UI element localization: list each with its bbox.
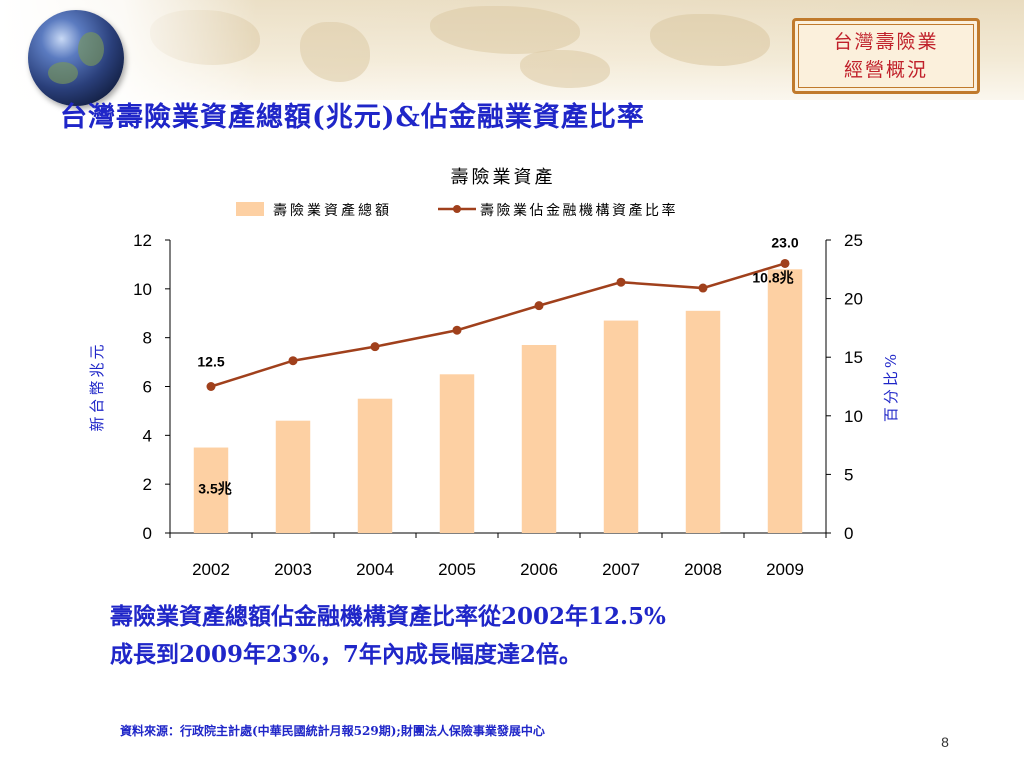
x-tick-label: 2004 — [356, 560, 394, 579]
y-tick-label-right: 20 — [844, 290, 863, 309]
y-tick-label-left: 10 — [133, 280, 152, 299]
bar — [685, 310, 721, 533]
x-tick-label: 2009 — [766, 560, 804, 579]
x-tick-label: 2007 — [602, 560, 640, 579]
legend-line-label: 壽險業佔金融機構資產比率 — [480, 202, 678, 219]
page-title: 台灣壽險業資產總額(兆元)&佔金融業資產比率 — [60, 102, 645, 133]
x-tick-label: 2006 — [520, 560, 558, 579]
legend-bar-swatch — [236, 202, 264, 216]
line-series — [210, 262, 786, 388]
x-tick-label: 2003 — [274, 560, 312, 579]
globe-icon — [28, 10, 124, 106]
bar — [603, 320, 639, 533]
line-point — [698, 283, 708, 293]
line-point — [452, 325, 462, 335]
y-tick-label-right: 5 — [844, 465, 853, 484]
data-label: 10.8兆 — [752, 269, 793, 285]
x-tick-label: 2008 — [684, 560, 722, 579]
section-badge: 台灣壽險業 經營概況 — [792, 18, 980, 94]
bar — [439, 374, 475, 533]
line-point — [370, 342, 380, 352]
section-badge-line2: 經營概況 — [843, 59, 928, 81]
y-tick-label-left: 6 — [143, 378, 152, 397]
bar — [193, 447, 229, 533]
y-tick-label-right: 10 — [844, 407, 863, 426]
summary-line-1: 壽險業資產總額佔金融機構資產比率從2002年12.5% — [110, 603, 666, 630]
line-point — [288, 356, 298, 366]
line-point — [780, 258, 790, 268]
y-tick-label-right: 15 — [844, 348, 863, 367]
bar — [521, 344, 557, 533]
section-badge-inner: 台灣壽險業 經營概況 — [798, 24, 974, 88]
y-tick-label-left: 0 — [143, 524, 152, 543]
y-tick-label-left: 8 — [143, 329, 152, 348]
source-note: 資料來源：行政院主計處(中華民國統計月報529期);財團法人保險事業發展中心 — [120, 724, 545, 738]
chart-title: 壽險業資產 — [451, 167, 556, 188]
x-tick-label: 2005 — [438, 560, 476, 579]
summary-line-2: 成長到2009年23%，7年內成長幅度達2倍。 — [110, 641, 582, 668]
x-tick-label: 2002 — [192, 560, 230, 579]
bar — [767, 269, 803, 533]
data-label: 23.0 — [771, 234, 798, 250]
data-label: 3.5兆 — [198, 481, 231, 497]
y-tick-label-left: 4 — [143, 426, 152, 445]
page-number: 8 — [941, 734, 949, 750]
y-axis-title-left: 新台幣兆元 — [88, 341, 106, 431]
globe-land-decoration — [48, 62, 78, 84]
section-badge-line1: 台灣壽險業 — [833, 31, 939, 53]
y-tick-label-left: 2 — [143, 475, 152, 494]
data-label: 12.5 — [197, 354, 224, 370]
line-point — [206, 382, 216, 391]
y-tick-label-left: 12 — [133, 231, 152, 250]
globe-land-decoration — [78, 32, 104, 66]
summary-text: 壽險業資產總額佔金融機構資產比率從2002年12.5% 成長到2009年23%，… — [110, 598, 950, 674]
y-tick-label-right: 0 — [844, 524, 853, 543]
line-point — [534, 301, 544, 311]
bar — [357, 398, 393, 533]
y-tick-label-right: 25 — [844, 231, 863, 250]
bar — [275, 420, 311, 533]
legend-line-marker — [453, 205, 461, 213]
line-point — [616, 277, 626, 287]
y-axis-title-right: 百分比% — [882, 351, 900, 422]
legend-bar-label: 壽險業資產總額 — [273, 202, 392, 219]
